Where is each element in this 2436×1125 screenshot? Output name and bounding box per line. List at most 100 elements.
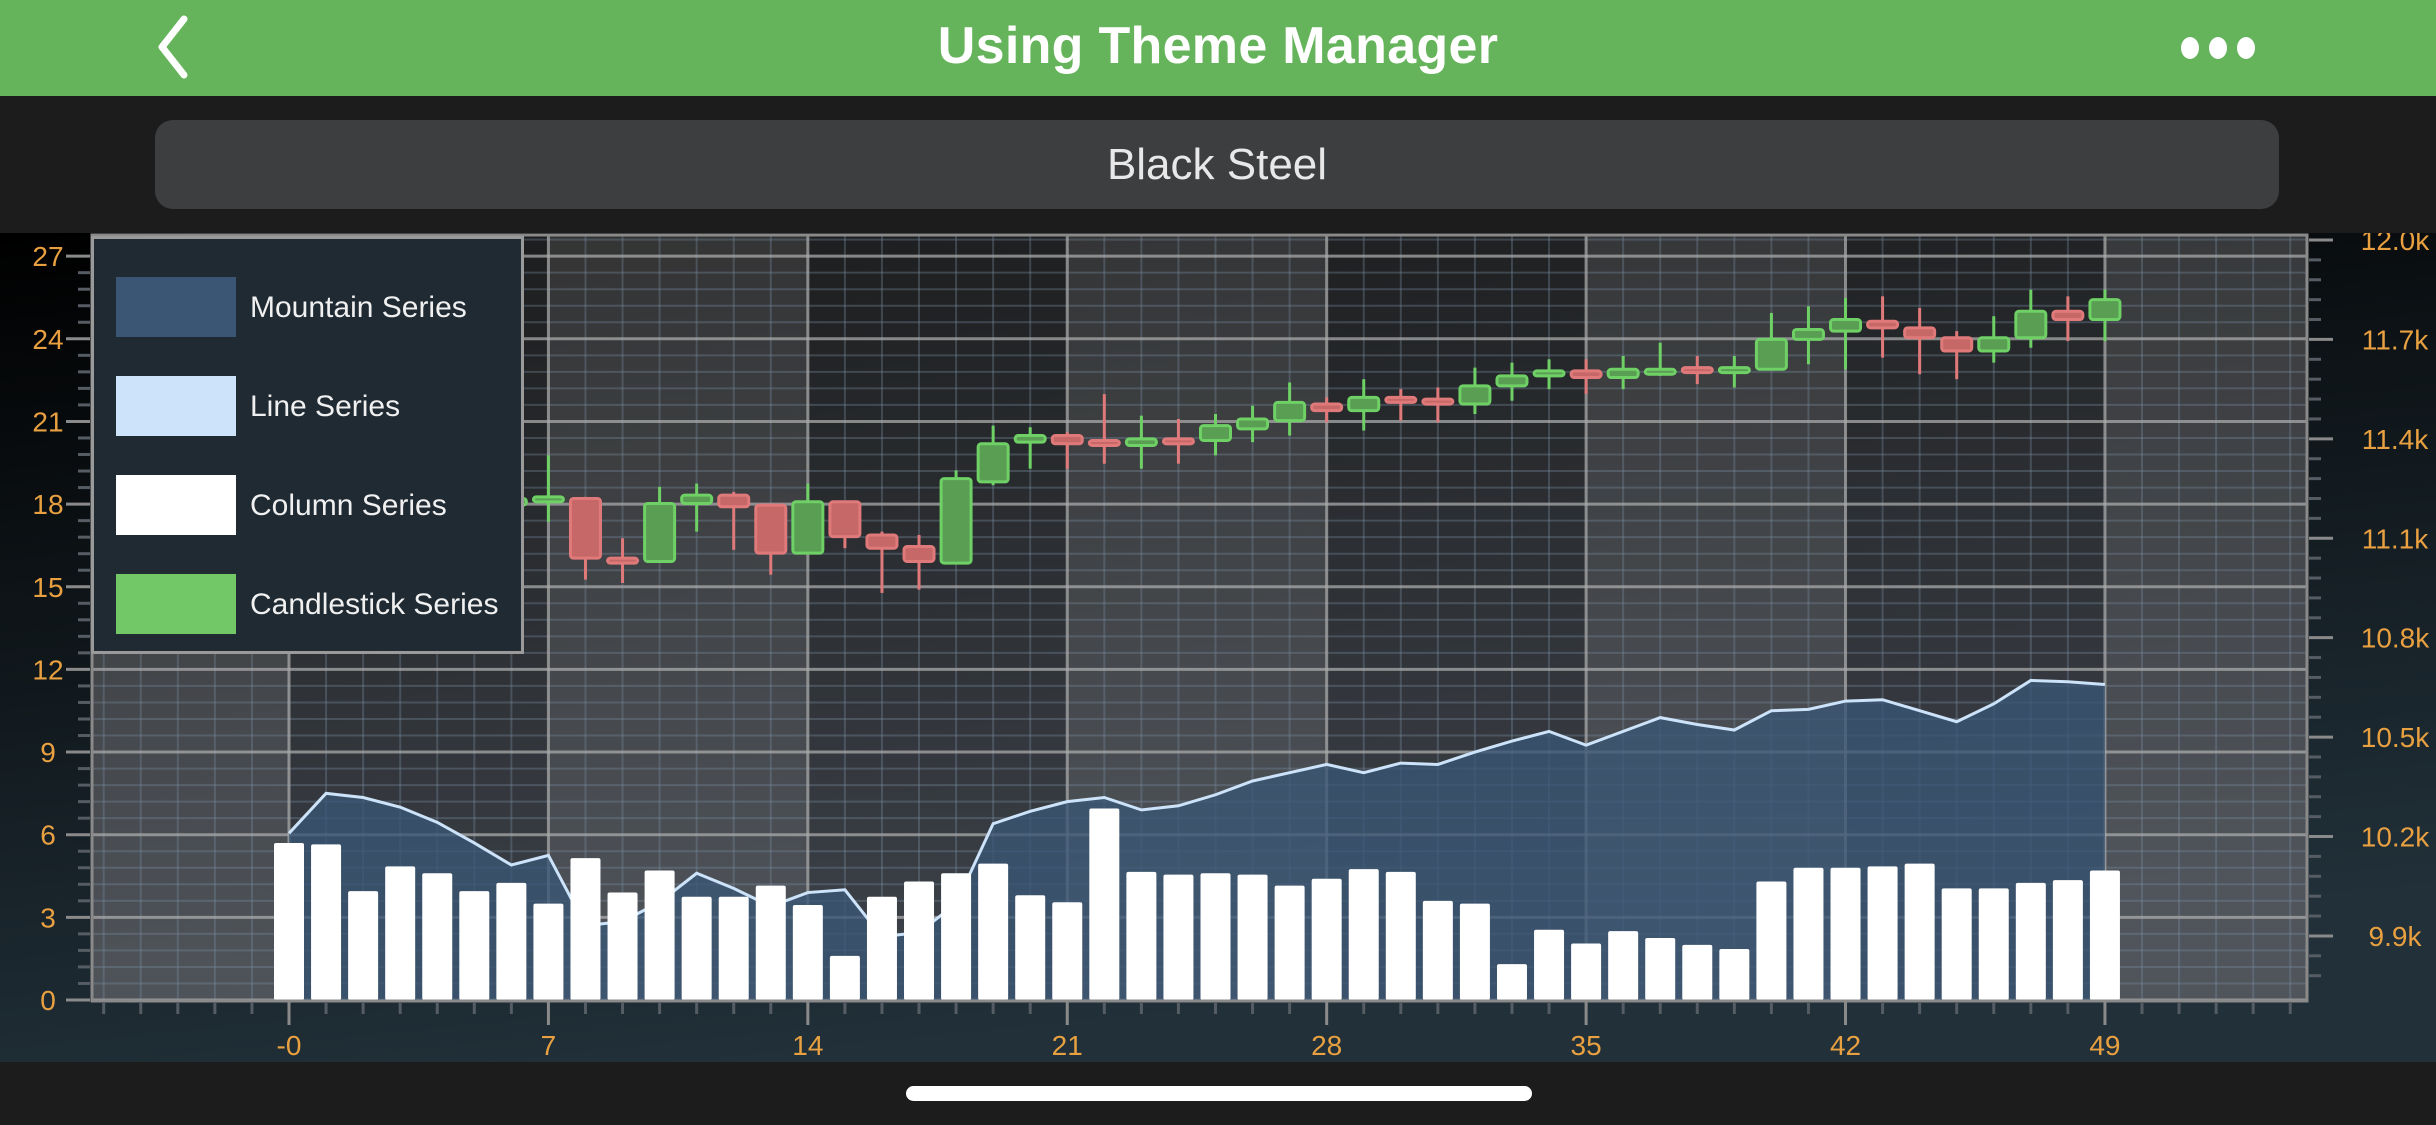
- y-axis-left-label: 18: [32, 489, 63, 520]
- candle-body: [1199, 424, 1232, 442]
- theme-dropdown[interactable]: Black Steel: [155, 120, 2279, 209]
- column-bar: [978, 863, 1009, 1000]
- column-bar: [1126, 871, 1157, 1000]
- column-bar: [496, 882, 527, 1000]
- column-bar: [2052, 880, 2083, 1000]
- column-bar: [1496, 964, 1527, 1000]
- legend-item-candlestick[interactable]: Candlestick Series: [116, 574, 516, 634]
- candle-body: [1903, 326, 1937, 340]
- column-bar: [904, 881, 935, 1000]
- ellipsis-icon: [2181, 37, 2255, 59]
- candle-body: [1273, 400, 1307, 423]
- y-axis-right-label: 10.8k: [2361, 623, 2430, 654]
- candle-body: [1940, 336, 1974, 353]
- line-swatch-icon: [116, 376, 236, 436]
- column-bar: [1052, 902, 1083, 1000]
- candle-body: [531, 495, 565, 504]
- candle-body: [1124, 437, 1158, 447]
- candle-body: [1236, 417, 1270, 431]
- y-axis-right-label: 12.0k: [2361, 233, 2430, 256]
- legend-label: Column Series: [250, 489, 447, 522]
- candle-body: [1087, 438, 1121, 447]
- x-axis-label: 49: [2089, 1030, 2120, 1061]
- back-button[interactable]: [140, 12, 210, 82]
- candle-body: [2051, 309, 2085, 322]
- y-axis-left-label: 15: [32, 572, 63, 603]
- column-bar: [1793, 867, 1824, 1000]
- candle-body: [939, 477, 973, 565]
- y-axis-left-label: 21: [32, 406, 63, 437]
- x-axis-label: 28: [1311, 1030, 1342, 1061]
- column-bar: [1904, 863, 1935, 1000]
- column-bar: [422, 873, 453, 1000]
- legend-item-mountain[interactable]: Mountain Series: [116, 277, 516, 337]
- candle-body: [2088, 298, 2122, 322]
- column-bar: [385, 866, 416, 1000]
- y-axis-left-label: 12: [32, 654, 63, 685]
- column-swatch-icon: [116, 475, 236, 535]
- y-axis-right-label: 10.2k: [2361, 822, 2430, 853]
- candle-body: [1458, 384, 1492, 406]
- candle-body: [643, 501, 677, 563]
- column-bar: [1645, 938, 1676, 1000]
- column-bar: [1311, 878, 1342, 1000]
- column-bar: [1756, 881, 1787, 1000]
- candle-body: [865, 533, 899, 550]
- x-axis-label: -0: [277, 1030, 302, 1061]
- column-bar: [1719, 949, 1750, 1000]
- app-header: Using Theme Manager: [0, 0, 2436, 96]
- column-bar: [1867, 866, 1898, 1000]
- candle-body: [1680, 366, 1714, 375]
- column-bar: [829, 955, 860, 1000]
- candle-body: [754, 503, 788, 555]
- y-axis-right-label: 11.1k: [2362, 523, 2429, 554]
- column-bar: [1422, 900, 1453, 1000]
- candle-body: [1384, 395, 1418, 404]
- candle-body: [568, 496, 602, 560]
- candlestick-swatch-icon: [116, 574, 236, 634]
- column-bar: [718, 896, 749, 1000]
- candle-body: [1717, 366, 1751, 375]
- candle-body: [1977, 336, 2011, 353]
- candle-body: [902, 545, 936, 563]
- candle-body: [1310, 402, 1344, 413]
- candle-body: [680, 493, 714, 505]
- column-bar: [644, 870, 675, 1000]
- column-bar: [1941, 888, 1972, 1000]
- y-axis-right-label: 9.9k: [2369, 921, 2423, 952]
- candle-body: [1532, 369, 1566, 378]
- candle-body: [1791, 327, 1825, 341]
- candle-body: [1050, 434, 1084, 446]
- y-axis-left-label: 6: [40, 820, 56, 851]
- candle-body: [606, 556, 640, 565]
- candle-body: [1754, 337, 1788, 371]
- legend-item-column[interactable]: Column Series: [116, 475, 516, 535]
- theme-dropdown-value: Black Steel: [1106, 140, 1328, 189]
- x-axis-label: 42: [1830, 1030, 1861, 1061]
- legend-item-line[interactable]: Line Series: [116, 376, 516, 436]
- y-axis-right-label: 10.5k: [2361, 722, 2430, 753]
- home-indicator[interactable]: [906, 1086, 1532, 1101]
- column-bar: [459, 891, 490, 1000]
- column-bar: [348, 891, 379, 1000]
- column-bar: [570, 858, 601, 1000]
- y-axis-right-label: 11.7k: [2362, 324, 2429, 355]
- candle-body: [717, 493, 751, 509]
- x-axis-label: 21: [1052, 1030, 1083, 1061]
- candle-body: [791, 500, 825, 555]
- column-bar: [681, 896, 712, 1000]
- candle-body: [1829, 318, 1863, 333]
- column-bar: [1385, 871, 1416, 1000]
- y-axis-left-label: 9: [40, 737, 56, 768]
- more-options-button[interactable]: [2175, 20, 2265, 76]
- column-bar: [607, 892, 638, 1000]
- column-bar: [1830, 867, 1861, 1000]
- column-bar: [533, 903, 564, 1000]
- x-axis-label: 7: [541, 1030, 557, 1061]
- column-bar: [2015, 882, 2046, 1000]
- column-bar: [311, 844, 342, 1000]
- candle-body: [1347, 395, 1381, 413]
- candle-body: [1569, 369, 1603, 380]
- column-bar: [1348, 869, 1379, 1000]
- candle-body: [2014, 309, 2048, 340]
